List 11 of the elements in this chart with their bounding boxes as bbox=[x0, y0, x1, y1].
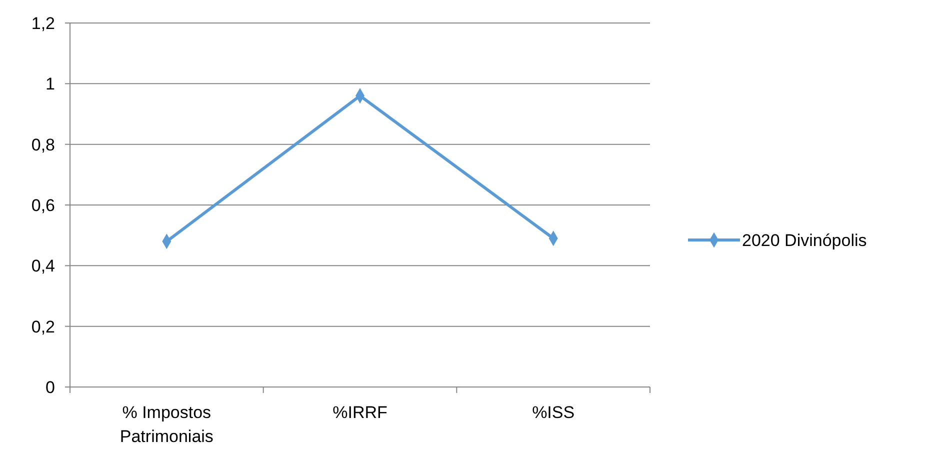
x-tick-label: % Impostos Patrimoniais bbox=[120, 403, 214, 446]
y-tick-label: 0,6 bbox=[31, 196, 55, 215]
y-tick-label: 0 bbox=[46, 378, 55, 397]
x-tick-label: %ISS bbox=[532, 403, 575, 422]
legend-label: 2020 Divinópolis bbox=[742, 230, 867, 250]
x-tick-label: %IRRF bbox=[332, 403, 388, 422]
y-tick-label: 1 bbox=[46, 74, 55, 94]
y-tick-label: 0,4 bbox=[31, 256, 55, 276]
y-tick-label: 0,8 bbox=[31, 135, 55, 154]
y-tick-label: 1,2 bbox=[31, 14, 55, 33]
y-tick-label: 0,2 bbox=[31, 317, 55, 336]
